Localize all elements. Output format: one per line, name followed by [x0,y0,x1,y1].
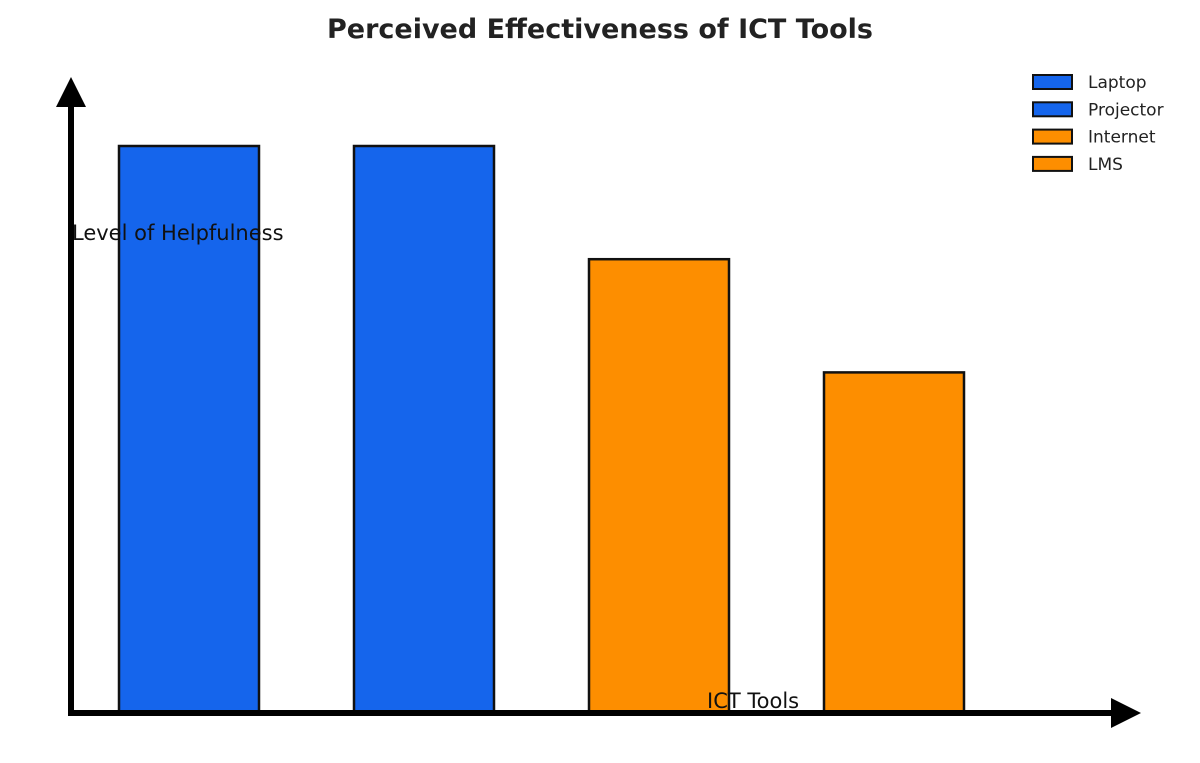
legend-swatch-laptop [1032,74,1073,90]
legend-swatch-lms [1032,155,1073,172]
legend-label-internet: Internet [1088,128,1156,148]
legend-label-laptop: Laptop [1088,73,1147,93]
bar-projector [352,144,496,714]
bar-lms [822,371,966,714]
bar-laptop [117,144,261,714]
bars-group [117,144,966,714]
legend-label-lms: LMS [1088,155,1123,175]
legend-swatch-internet [1032,128,1073,145]
legend: Laptop Projector Internet LMS [1032,73,1164,175]
chart-title: Perceived Effectiveness of ICT Tools [327,14,873,45]
y-axis-label: Level of Helpfulness [72,221,284,245]
x-axis-label: ICT Tools [707,689,799,713]
legend-label-projector: Projector [1088,100,1164,120]
legend-swatch-projector [1032,101,1073,118]
bar-internet [587,257,731,714]
